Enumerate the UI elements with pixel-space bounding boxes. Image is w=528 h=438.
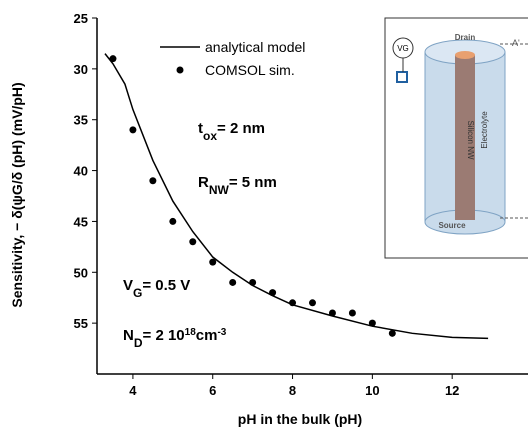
data-point [388, 329, 396, 337]
annotation-part: V [123, 277, 133, 294]
data-point [368, 319, 376, 327]
annotation-part: R [198, 174, 209, 191]
annotation-part: = 2 nm [217, 120, 265, 137]
legend-label: analytical model [205, 39, 305, 55]
gate-contact [396, 71, 408, 83]
y-tick-label: 30 [74, 62, 88, 77]
annotation-part: = 5 nm [229, 174, 277, 191]
x-tick-label: 10 [365, 383, 379, 398]
y-tick-label: 55 [74, 316, 88, 331]
annotation-part: NW [209, 183, 230, 197]
data-point [169, 217, 177, 225]
y-tick-label: 25 [74, 11, 88, 26]
annotation-part: 18 [185, 327, 197, 338]
inset-label: Silicon NW [466, 120, 475, 160]
x-axis-label: pH in the bulk (pH) [238, 411, 362, 427]
annotation-part: G [133, 286, 142, 300]
data-point [348, 309, 356, 317]
inset-label: Source [438, 221, 466, 230]
annotation-part: -3 [217, 327, 226, 338]
data-point [229, 278, 237, 286]
x-tick-label: 4 [129, 383, 137, 398]
data-point [269, 289, 277, 297]
legend-label: COMSOL sim. [205, 62, 295, 78]
annotation: tox= 2 nm [198, 120, 265, 143]
annotation-part: = 0.5 V [142, 277, 190, 294]
inset-label: A' [512, 38, 520, 48]
data-point [328, 309, 336, 317]
inset-label: Drain [455, 33, 476, 42]
y-tick-label: 40 [74, 164, 88, 179]
annotation-part: cm [196, 327, 218, 344]
data-point [109, 55, 117, 63]
data-point [209, 258, 217, 266]
x-tick-label: 12 [445, 383, 459, 398]
y-tick-label: 35 [74, 113, 88, 128]
series-line [104, 53, 489, 340]
data-point [289, 299, 297, 307]
nanowire [455, 55, 475, 220]
x-tick-label: 6 [209, 383, 216, 398]
data-point [129, 126, 137, 134]
x-tick-label: 8 [289, 383, 296, 398]
y-axis-label: Sensitivity, − δ(ψG/δ (pH) (mV/pH) [9, 82, 25, 307]
nanowire-top [455, 51, 475, 59]
data-point [309, 299, 316, 307]
annotation: VG= 0.5 V [123, 277, 190, 300]
annotation: ND= 2 1018cm-3 [123, 327, 227, 351]
y-tick-label: 45 [74, 214, 88, 229]
annotation: RNW= 5 nm [198, 174, 277, 197]
annotation-part: N [123, 327, 134, 344]
annotation-part: ox [203, 129, 217, 143]
annotation-part: t [198, 120, 203, 137]
legend-swatch [176, 66, 184, 74]
data-point [249, 278, 257, 286]
data-point [149, 177, 157, 185]
y-tick-label: 50 [74, 265, 88, 280]
annotation-part: = 2 10 [143, 327, 185, 344]
inset-label: Electrolyte [480, 111, 489, 149]
data-point [189, 238, 197, 246]
annotation-part: D [134, 336, 143, 350]
inset-diagram: VG Drain Silicon NW Electrolyte Source A… [384, 17, 528, 259]
inset-label: VG [397, 44, 409, 53]
